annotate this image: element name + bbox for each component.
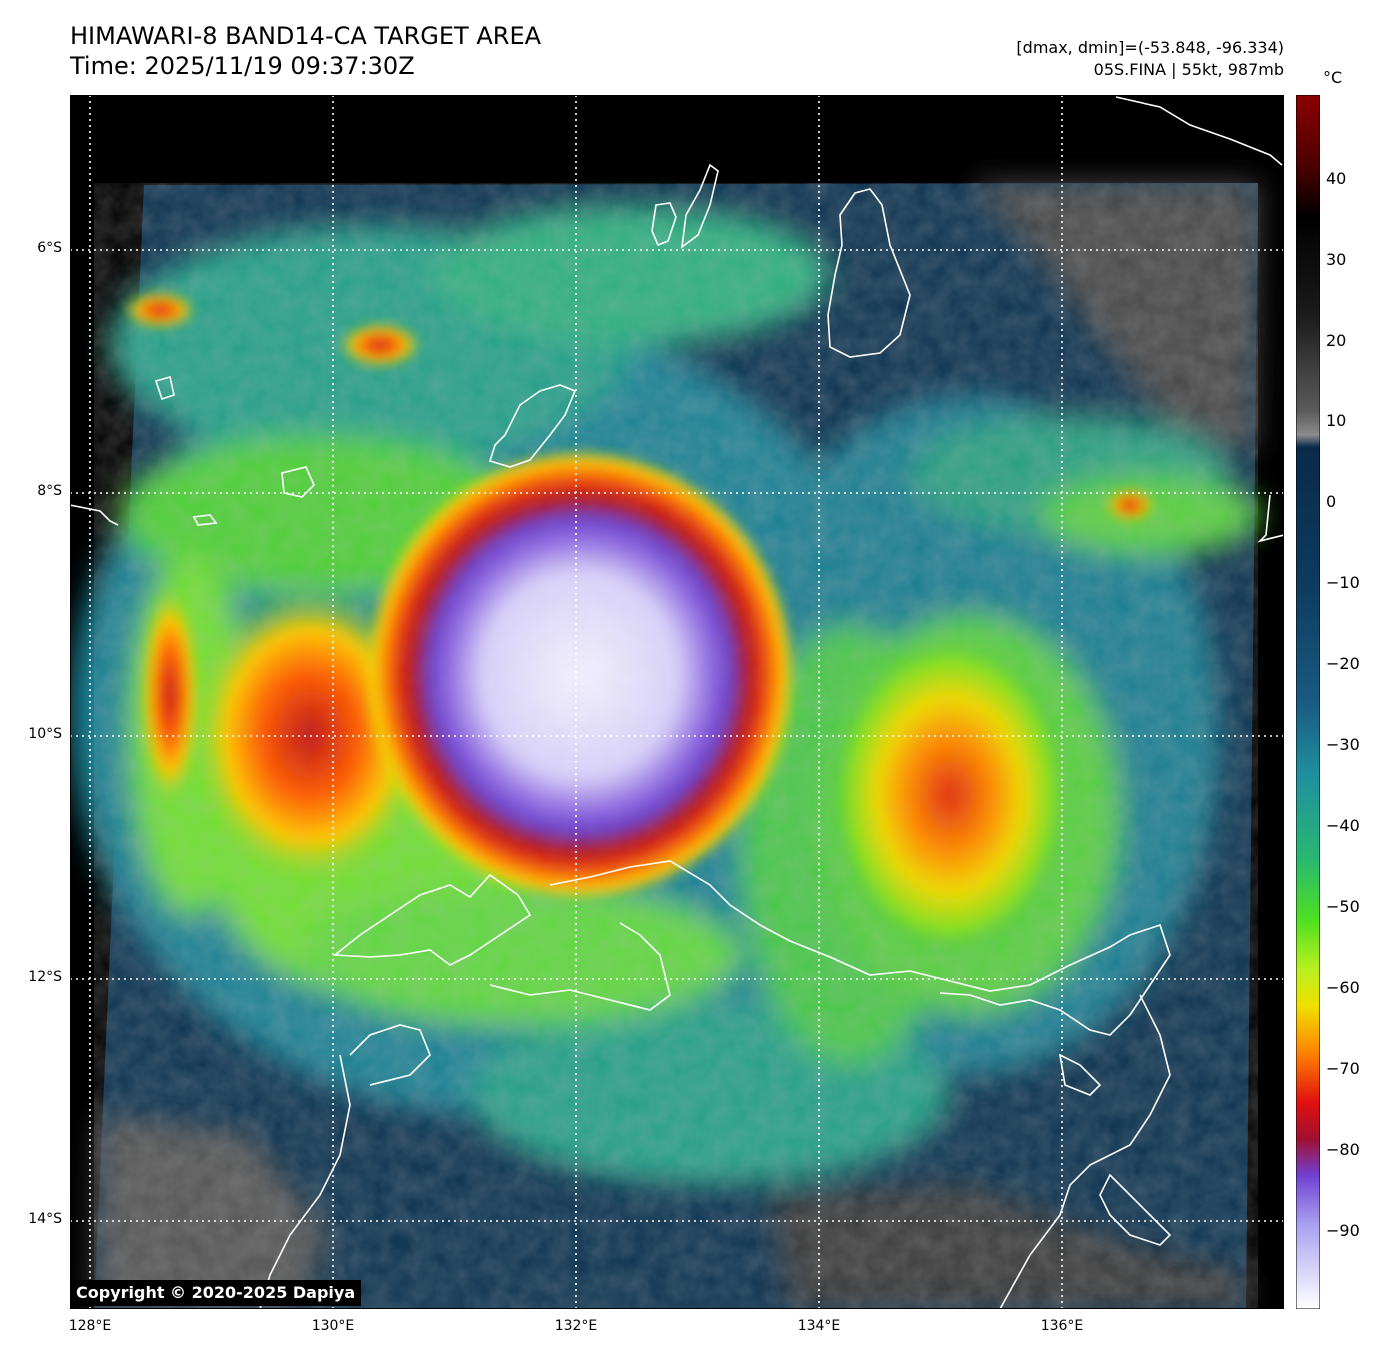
colorbar-tick-minus70: −70 <box>1326 1059 1360 1078</box>
temperature-range: [dmax, dmin]=(-53.848, -96.334) <box>1016 38 1284 57</box>
colorbar-unit: °C <box>1323 68 1343 87</box>
colorbar-tick-minus50: −50 <box>1326 897 1360 916</box>
colorbar-tick-minus20: −20 <box>1326 654 1360 673</box>
storm-info: 05S.FINA | 55kt, 987mb <box>1093 60 1284 79</box>
satellite-map <box>70 95 1284 1309</box>
copyright-notice: Copyright © 2020-2025 Dapiya <box>70 1280 362 1306</box>
lon-label-130e: 130°E <box>311 1318 355 1334</box>
colorbar-tick-20: 20 <box>1326 331 1347 350</box>
lon-label-128e: 128°E <box>68 1318 112 1334</box>
colorbar-tick-minus60: −60 <box>1326 978 1360 997</box>
colorbar-tick-30: 30 <box>1326 250 1347 269</box>
lat-label-8s: 8°S <box>37 483 62 499</box>
lat-label-6s: 6°S <box>37 240 62 256</box>
colorbar-tick-minus30: −30 <box>1326 735 1360 754</box>
colorbar-tick-10: 10 <box>1326 411 1347 430</box>
colorbar-tick-minus10: −10 <box>1326 573 1360 592</box>
lat-label-12s: 12°S <box>28 969 62 985</box>
lat-label-10s: 10°S <box>28 726 62 742</box>
timestamp: Time: 2025/11/19 09:37:30Z <box>70 52 415 80</box>
colorbar-tick-40: 40 <box>1326 169 1347 188</box>
colorbar-tick-0: 0 <box>1326 492 1337 511</box>
lon-label-136e: 136°E <box>1040 1318 1084 1334</box>
lon-label-132e: 132°E <box>554 1318 598 1334</box>
temperature-colorbar <box>1296 95 1320 1309</box>
lat-label-14s: 14°S <box>28 1211 62 1227</box>
chart-title: HIMAWARI-8 BAND14-CA TARGET AREA <box>70 22 542 50</box>
lon-label-134e: 134°E <box>797 1318 841 1334</box>
colorbar-tick-minus90: −90 <box>1326 1221 1360 1240</box>
colorbar-tick-minus40: −40 <box>1326 816 1360 835</box>
colorbar-tick-minus80: −80 <box>1326 1140 1360 1159</box>
